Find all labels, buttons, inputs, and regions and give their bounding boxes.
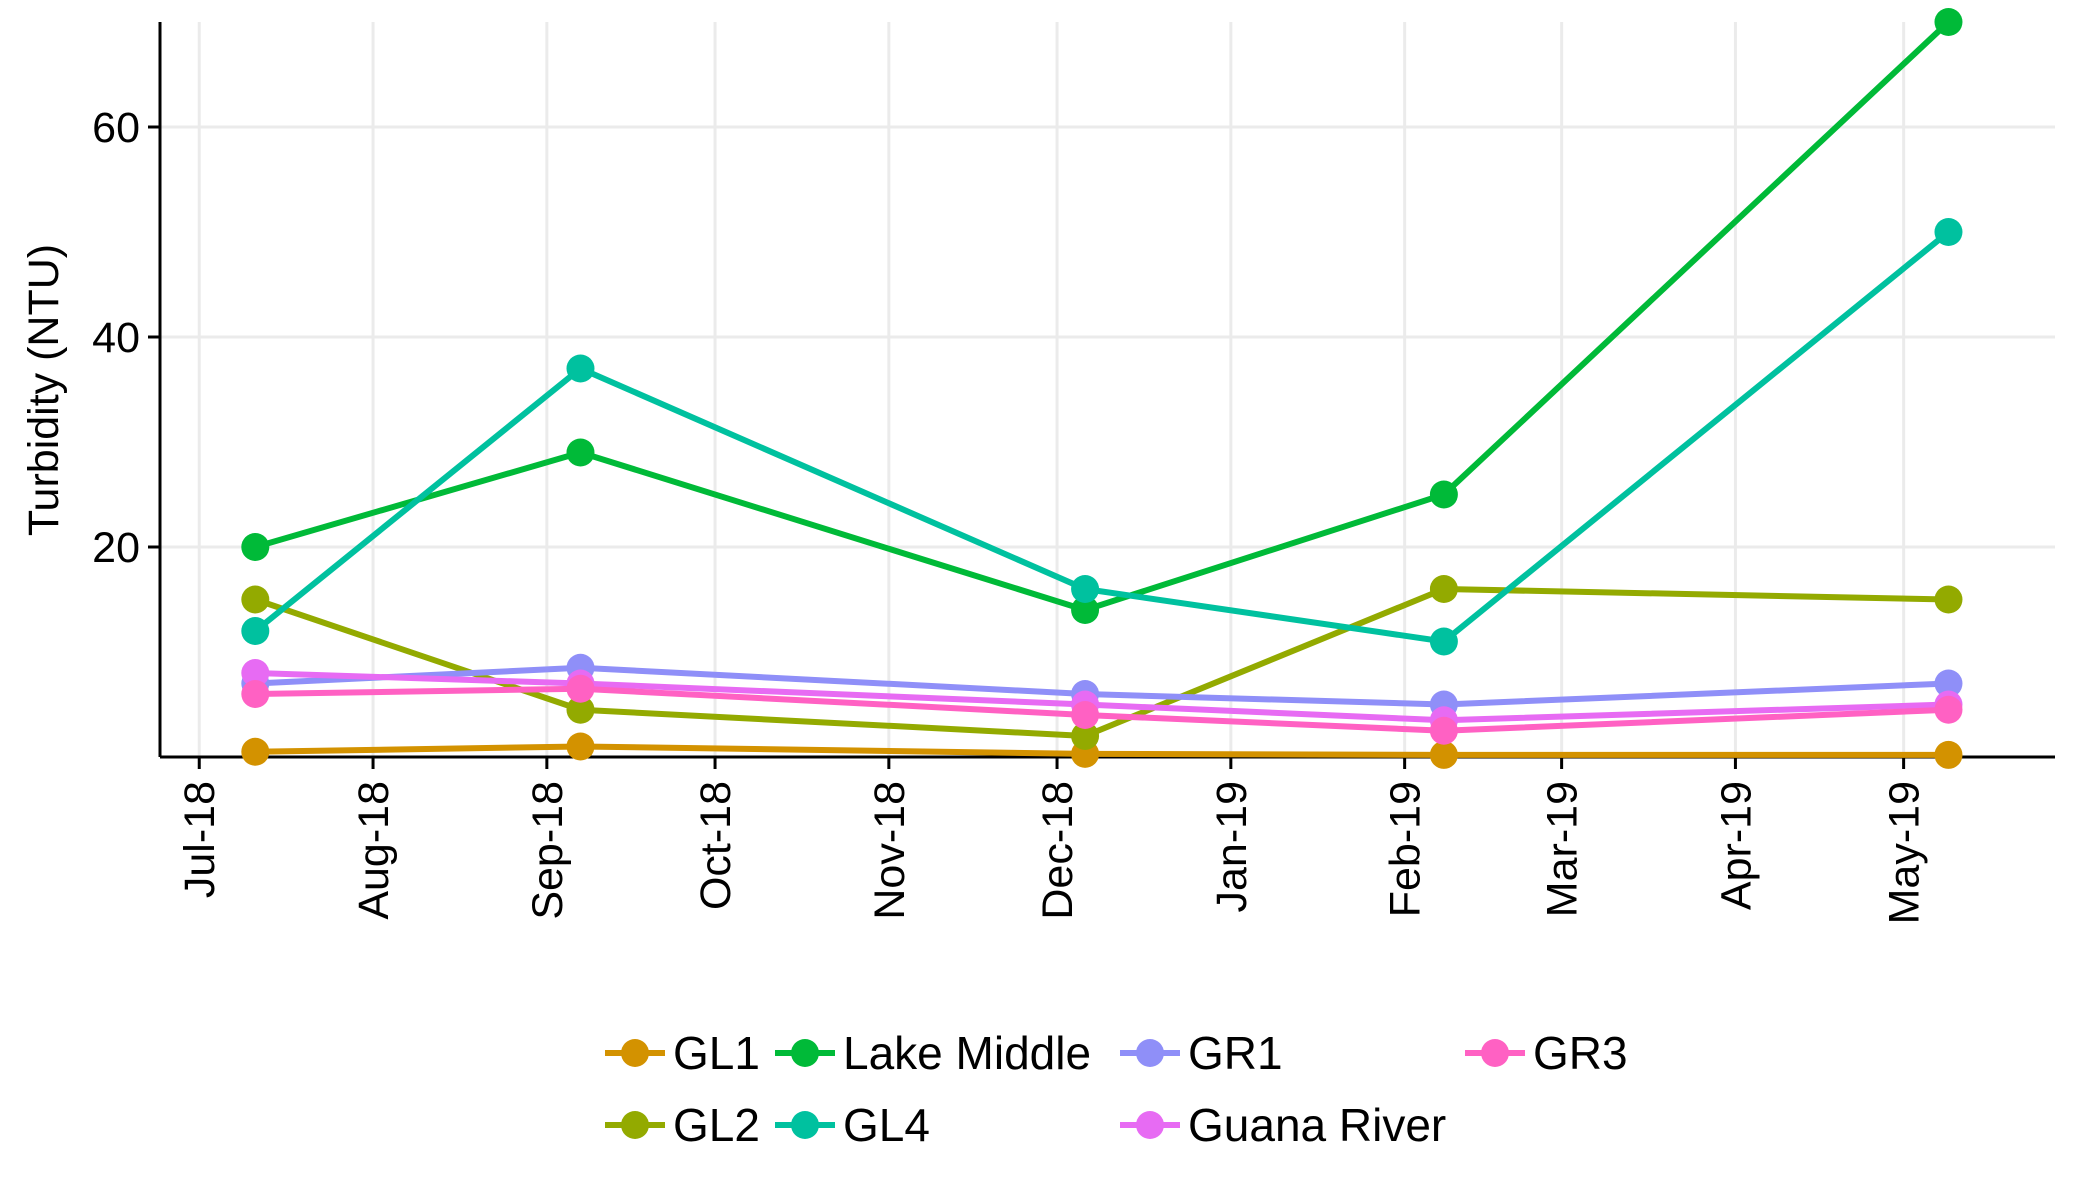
data-point bbox=[1429, 740, 1458, 769]
series-gr3 bbox=[241, 674, 1963, 745]
series-line bbox=[253, 229, 1951, 645]
series-gl2 bbox=[241, 575, 1963, 750]
series-gr1 bbox=[241, 653, 1963, 719]
data-point bbox=[566, 354, 595, 383]
legend-item-gr1: GR1 bbox=[1120, 1027, 1283, 1079]
x-tick-label: Jan-19 bbox=[1208, 781, 1256, 912]
data-point bbox=[241, 659, 270, 687]
data-point bbox=[241, 737, 270, 766]
legend-item-guana-river: Guana River bbox=[1120, 1099, 1446, 1151]
data-point bbox=[566, 438, 595, 467]
data-point bbox=[1071, 575, 1100, 603]
data-point bbox=[1934, 669, 1963, 698]
series-layer bbox=[241, 8, 1963, 769]
legend-key-point bbox=[791, 1039, 819, 1067]
data-point bbox=[1934, 218, 1963, 246]
x-tick-label: May-19 bbox=[1881, 781, 1929, 924]
legend-label: GL1 bbox=[673, 1027, 760, 1079]
legend-item-lake-middle: Lake Middle bbox=[775, 1027, 1091, 1079]
data-point bbox=[1071, 596, 1100, 624]
data-point bbox=[1071, 701, 1100, 729]
data-point bbox=[566, 695, 595, 724]
legend-item-gl2: GL2 bbox=[605, 1099, 760, 1151]
x-tick-label: Mar-19 bbox=[1539, 781, 1587, 917]
x-tick-label: Oct-18 bbox=[692, 781, 740, 910]
y-tick-label: 20 bbox=[92, 524, 140, 572]
legend-key-point bbox=[1481, 1039, 1509, 1067]
legend-key-point bbox=[621, 1111, 649, 1139]
legend: GL1 Lake Middle GR1 GR3 GL2 GL4 Guana River bbox=[605, 1027, 1628, 1151]
legend-label: GL2 bbox=[673, 1099, 760, 1151]
x-tick-label: Dec-18 bbox=[1034, 781, 1082, 920]
legend-label: GR3 bbox=[1533, 1027, 1628, 1079]
data-point bbox=[1429, 575, 1458, 603]
x-tick-label: Apr-19 bbox=[1712, 781, 1760, 910]
data-point bbox=[1429, 716, 1458, 745]
data-point bbox=[1429, 480, 1458, 509]
x-tick-label: Jul-18 bbox=[176, 781, 224, 898]
x-tick-label: Nov-18 bbox=[866, 781, 914, 920]
legend-item-gr3: GR3 bbox=[1465, 1027, 1628, 1079]
y-axis-title: Turbidity (NTU) bbox=[20, 244, 68, 536]
data-point bbox=[566, 674, 595, 703]
legend-label: Guana River bbox=[1188, 1099, 1446, 1151]
data-point bbox=[1934, 8, 1963, 36]
legend-label: Lake Middle bbox=[843, 1027, 1091, 1079]
series-gl1 bbox=[241, 732, 1963, 769]
legend-key-point bbox=[1136, 1111, 1164, 1139]
series-lake-middle bbox=[241, 8, 1963, 624]
data-point bbox=[1934, 585, 1963, 614]
legend-label: GL4 bbox=[843, 1099, 930, 1151]
series-line bbox=[255, 743, 1949, 758]
legend-key-point bbox=[621, 1039, 649, 1067]
data-point bbox=[241, 680, 270, 708]
y-tick-label: 40 bbox=[92, 314, 140, 362]
grid-layer bbox=[160, 22, 2055, 757]
x-tick-label: Sep-18 bbox=[524, 781, 572, 920]
data-point bbox=[1429, 627, 1458, 656]
data-point bbox=[1934, 695, 1963, 724]
data-point bbox=[241, 585, 270, 614]
legend-label: GR1 bbox=[1188, 1027, 1283, 1079]
data-point bbox=[241, 533, 270, 561]
series-gl4 bbox=[241, 218, 1963, 656]
legend-key-point bbox=[1136, 1039, 1164, 1067]
data-point bbox=[1934, 740, 1963, 769]
legend-item-gl4: GL4 bbox=[775, 1099, 930, 1151]
series-line bbox=[254, 19, 1951, 613]
legend-key-point bbox=[791, 1111, 819, 1139]
x-tick-label: Aug-18 bbox=[350, 781, 398, 920]
y-tick-label: 60 bbox=[92, 104, 140, 152]
data-point bbox=[566, 732, 595, 761]
data-point bbox=[241, 617, 270, 645]
data-point bbox=[1071, 722, 1100, 750]
x-tick-label: Feb-19 bbox=[1382, 781, 1430, 917]
legend-item-gl1: GL1 bbox=[605, 1027, 760, 1079]
axes: 20 40 60 Jul-18 Aug-18 Sep-18 Oct-18 Nov-18 Dec-… bbox=[92, 22, 2055, 924]
